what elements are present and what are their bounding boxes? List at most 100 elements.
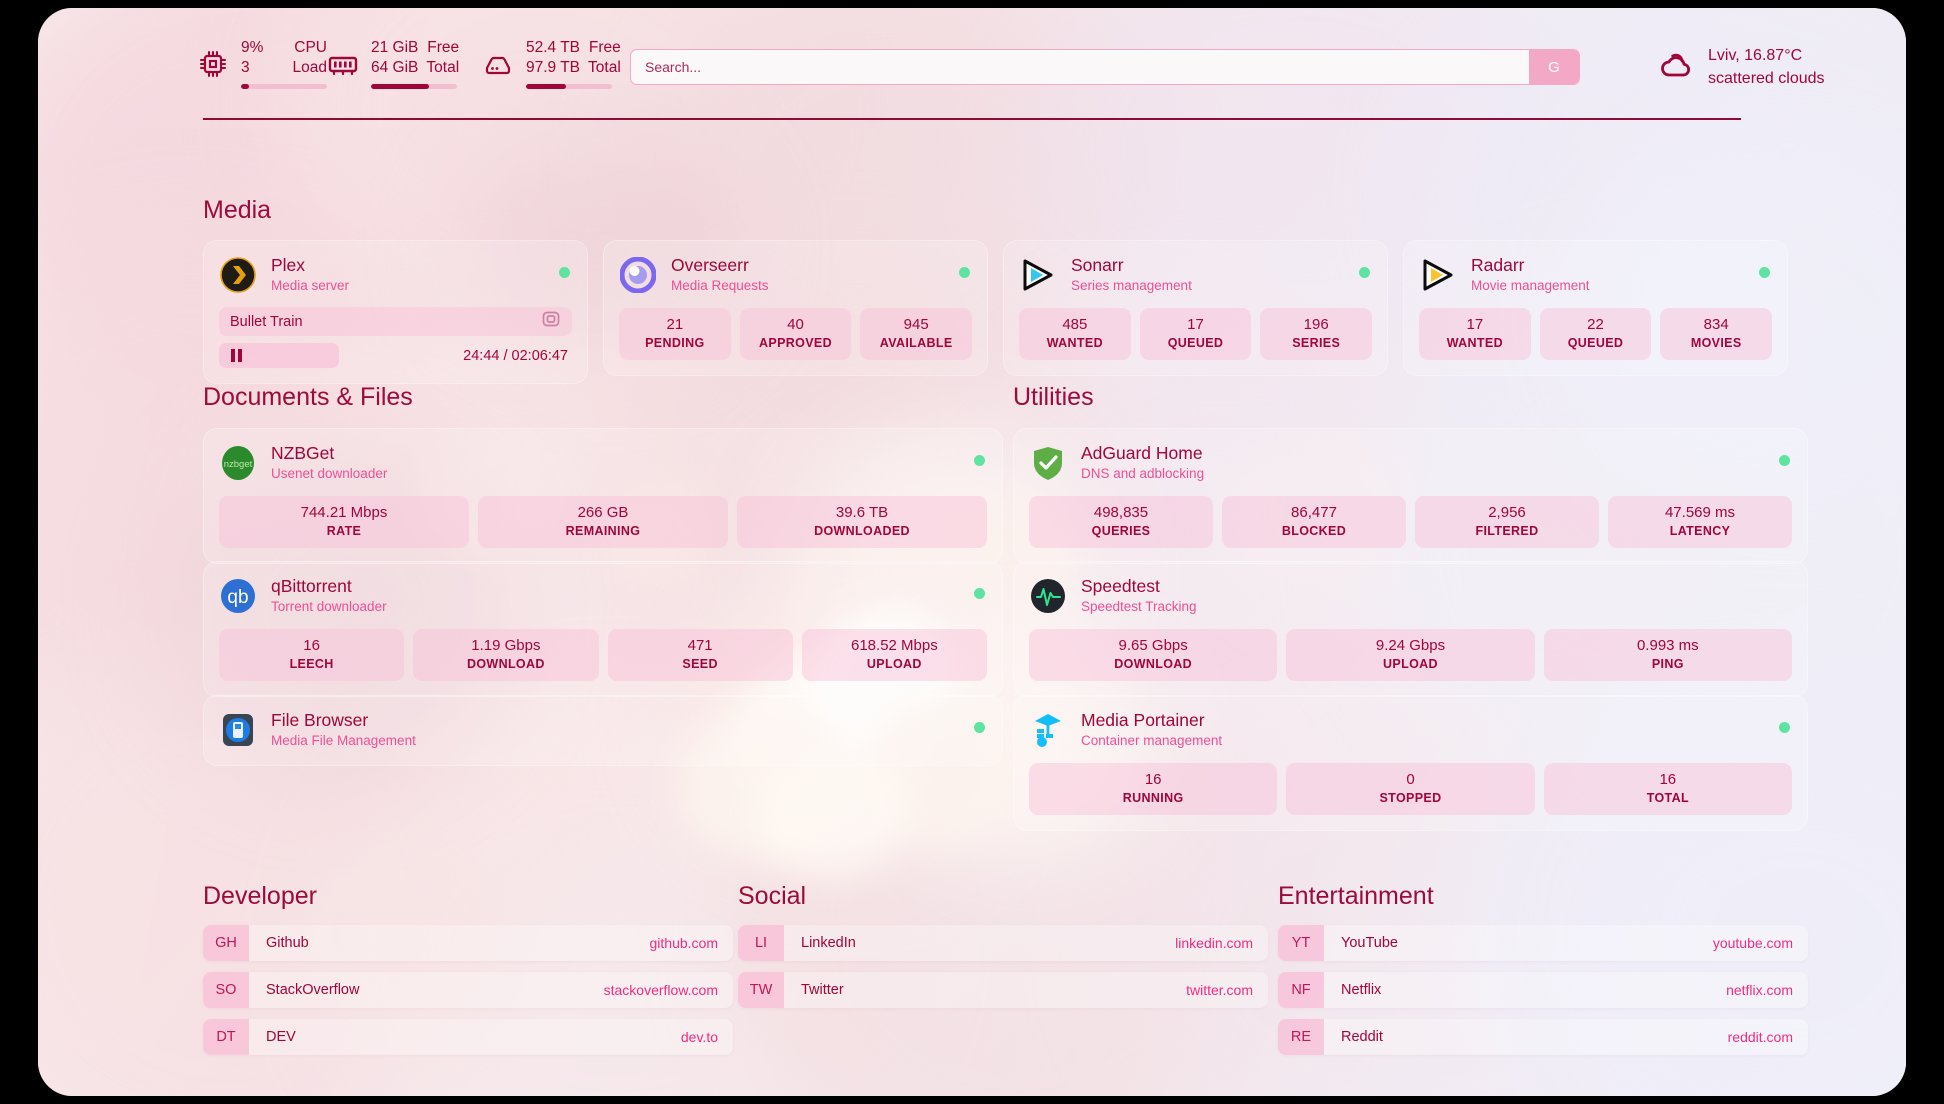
stat-rate: 744.21 Mbps RATE [219, 496, 469, 548]
card-header: Sonarr Series management [1019, 254, 1372, 295]
stat-approved: 40 APPROVED [739, 308, 852, 360]
playback-time: 24:44 / 02:06:47 [463, 347, 568, 364]
ram-value: 21 GiB [371, 39, 419, 56]
ram-label-2: Total [426, 59, 460, 76]
stat-remaining: 266 GB REMAINING [478, 496, 728, 548]
bookmark-item-netflix[interactable]: NF Netflix netflix.com [1278, 972, 1808, 1008]
ram-value-2: 64 GiB [371, 59, 419, 76]
disk-value: 52.4 TB [526, 39, 581, 56]
now-playing: Bullet Train [219, 307, 572, 336]
bookmark-badge: TW [738, 972, 784, 1008]
card-header: nzbget NZBGet Usenet downloader [219, 442, 987, 483]
search-bar[interactable]: G [630, 49, 1580, 85]
stat-value: 485 [1062, 316, 1088, 333]
service-card-nzbget[interactable]: nzbget NZBGet Usenet downloader 744.21 Mbps… [203, 428, 1003, 564]
bookmark-item-dev[interactable]: DT DEV dev.to [203, 1019, 733, 1055]
bookmark-item-linkedin[interactable]: LI LinkedIn linkedin.com [738, 925, 1268, 961]
stat-value: 39.6 TB [835, 504, 889, 521]
stat-queued: 22 QUEUED [1539, 308, 1652, 360]
overseerr-logo [619, 256, 657, 294]
card-meta: Speedtest Speedtest Tracking [1081, 575, 1197, 616]
service-card-speedtest[interactable]: Speedtest Speedtest Tracking 9.65 Gbps DOWN… [1013, 561, 1808, 697]
card-meta: Media Portainer Container management [1081, 709, 1222, 750]
card-header: AdGuard Home DNS and adblocking [1029, 442, 1792, 483]
stat-label: APPROVED [759, 336, 832, 350]
stat-value: 40 [787, 316, 804, 333]
bookmark-badge: DT [203, 1019, 249, 1055]
cpu-value: 9% [241, 39, 264, 56]
stat-label: AVAILABLE [879, 336, 953, 350]
stat-leech: 16 LEECH [219, 629, 405, 681]
stat-queries: 498,835 QUERIES [1029, 496, 1213, 548]
bookmark-url: twitter.com [1186, 982, 1253, 998]
stat-label: MOVIES [1690, 336, 1742, 350]
bookmark-badge: RE [1278, 1019, 1324, 1055]
bookmark-item-youtube[interactable]: YT YouTube youtube.com [1278, 925, 1808, 961]
cloud-icon [1658, 47, 1694, 88]
stat-latency: 47.569 ms LATENCY [1608, 496, 1792, 548]
bookmark-badge: YT [1278, 925, 1324, 961]
system-stat-body: 9% 3 CPU Load [241, 38, 327, 89]
media-player: Bullet Train 24:44 / 02:06:47 [219, 307, 572, 368]
card-header: qb qBittorrent Torrent downloader [219, 575, 987, 616]
service-subtitle: Container management [1081, 733, 1223, 748]
service-name: AdGuard Home [1081, 443, 1203, 463]
stat-value: 1.19 Gbps [471, 637, 541, 654]
stat-pending: 21 PENDING [619, 308, 731, 360]
card-meta: Radarr Movie management [1471, 254, 1590, 295]
weather-widget[interactable]: Lviv, 16.87°C scattered clouds [1658, 44, 1825, 90]
stat-value: 0.993 ms [1636, 637, 1699, 654]
service-subtitle: Movie management [1471, 278, 1590, 293]
bookmark-url: reddit.com [1727, 1029, 1793, 1045]
bookmark-url: linkedin.com [1175, 935, 1253, 951]
bookmark-badge: LI [738, 925, 784, 961]
bookmark-item-github[interactable]: GH Github github.com [203, 925, 733, 961]
stat-label: RATE [326, 524, 362, 538]
dashboard-window: 9% 3 CPU Load 21 GiB 64 GiB Free Total 52.4 TB 97… [38, 8, 1906, 1096]
stat-value: 86,477 [1291, 504, 1337, 521]
stat-total: 16 TOTAL [1543, 763, 1792, 815]
service-subtitle: Media Requests [671, 278, 769, 293]
service-card-radarr[interactable]: Radarr Movie management 17 WANTED 22 QUEUED 83… [1403, 240, 1788, 376]
stat-row: 21 PENDING 40 APPROVED 945 AVAILABLE [619, 308, 973, 360]
stat-label: DOWNLOADED [814, 524, 910, 538]
stat-value: 0 [1406, 771, 1415, 788]
adguard-logo [1029, 444, 1067, 482]
stat-value: 945 [903, 316, 929, 333]
card-header: Radarr Movie management [1419, 254, 1772, 295]
card-meta: qBittorrent Torrent downloader [271, 575, 387, 616]
service-card-file-browser[interactable]: File Browser Media File Management [203, 695, 1003, 766]
search-input[interactable] [631, 50, 1529, 84]
stat-queued: 17 QUEUED [1139, 308, 1252, 360]
dashboard-header: 9% 3 CPU Load 21 GiB 64 GiB Free Total 52.4 TB 97… [38, 8, 1906, 118]
service-card-overseerr[interactable]: Overseerr Media Requests 21 PENDING 40 APPROV… [603, 240, 988, 376]
stat-upload: 9.24 Gbps UPLOAD [1286, 629, 1535, 681]
search-engine-button[interactable]: G [1529, 50, 1579, 84]
cast-icon[interactable] [541, 309, 561, 334]
ram-usage-bar [371, 84, 457, 89]
service-card-media-portainer[interactable]: Media Portainer Container management 16 RUN… [1013, 695, 1808, 831]
service-card-qbittorrent[interactable]: qb qBittorrent Torrent downloader 16 LEECH 1.… [203, 561, 1003, 697]
status-indicator [559, 267, 570, 278]
service-name: Overseerr [671, 255, 749, 275]
stat-label: REMAINING [565, 524, 641, 538]
service-card-adguard-home[interactable]: AdGuard Home DNS and adblocking 498,835 QUE… [1013, 428, 1808, 564]
service-card-sonarr[interactable]: Sonarr Series management 485 WANTED 17 QUEUED… [1003, 240, 1388, 376]
svg-text:nzbget: nzbget [224, 459, 253, 470]
bookmark-item-reddit[interactable]: RE Reddit reddit.com [1278, 1019, 1808, 1055]
bookmark-item-twitter[interactable]: TW Twitter twitter.com [738, 972, 1268, 1008]
status-indicator [974, 722, 985, 733]
stat-label: UPLOAD [1383, 657, 1438, 671]
header-divider [203, 118, 1741, 120]
bookmark-item-stackoverflow[interactable]: SO StackOverflow stackoverflow.com [203, 972, 733, 1008]
card-meta: AdGuard Home DNS and adblocking [1081, 442, 1204, 483]
service-name: Speedtest [1081, 576, 1160, 596]
stat-label: QUEUED [1167, 336, 1224, 350]
pause-icon[interactable] [219, 343, 339, 368]
service-card-plex[interactable]: Plex Media server Bullet Train 24:44 / 02:0… [203, 240, 588, 384]
system-stat-body: 21 GiB 64 GiB Free Total [371, 38, 460, 89]
status-indicator [974, 588, 985, 599]
stat-filtered: 2,956 FILTERED [1415, 496, 1599, 548]
disk-value-2: 97.9 TB [526, 59, 581, 76]
stat-row: 485 WANTED 17 QUEUED 196 SERIES [1019, 308, 1373, 360]
